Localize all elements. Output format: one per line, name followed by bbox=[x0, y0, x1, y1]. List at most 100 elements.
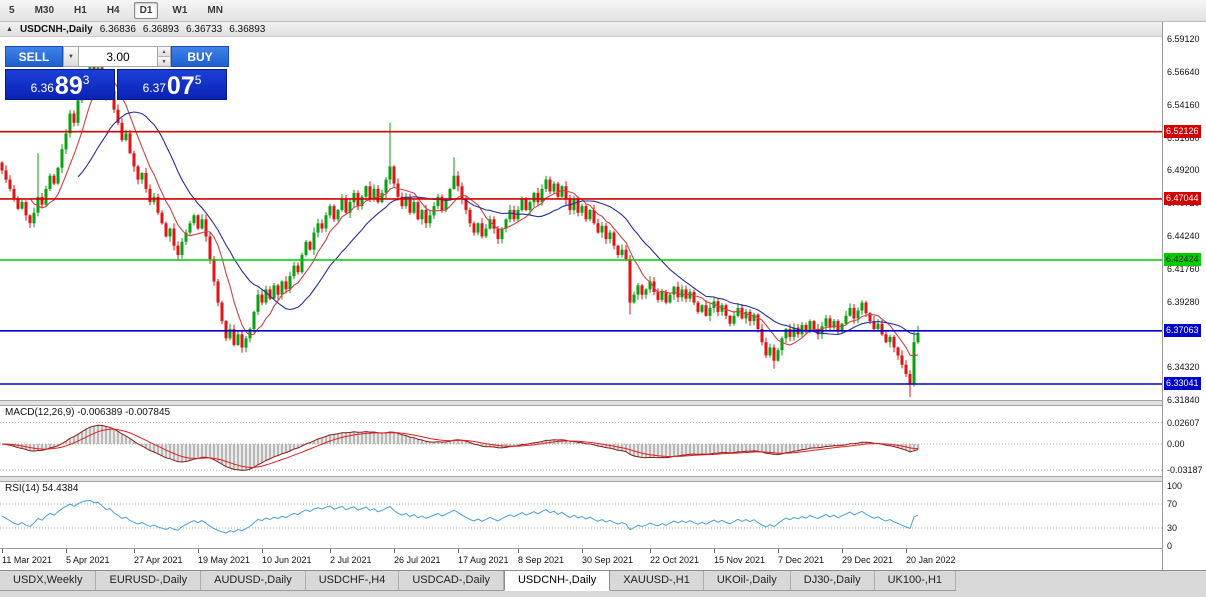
timeframe-button-m30[interactable]: M30 bbox=[34, 5, 55, 16]
ohlc-low: 6.36733 bbox=[186, 23, 223, 35]
chart-title-bar[interactable]: ▲ USDCNH-,Daily 6.36836 6.36893 6.36733 … bbox=[0, 22, 1162, 37]
time-tick bbox=[134, 549, 135, 553]
date-label: 5 Apr 2021 bbox=[66, 555, 110, 565]
symbol-tab[interactable]: USDX,Weekly bbox=[0, 571, 97, 591]
volume-dropdown-button[interactable]: ▼ bbox=[63, 46, 79, 67]
time-tick bbox=[394, 549, 395, 553]
rsi-axis-value: 30 bbox=[1167, 523, 1178, 533]
macd-pane-splitter[interactable] bbox=[0, 400, 1206, 406]
one-click-trading-panel: SELL ▼ 3.00 ▲ ▼ BUY 6.36 89 3 6.37 07 5 bbox=[5, 46, 229, 100]
timeframe-button-d1[interactable]: D1 bbox=[133, 2, 159, 19]
date-label: 17 Aug 2021 bbox=[458, 555, 509, 565]
volume-input[interactable]: 3.00 bbox=[79, 46, 158, 67]
time-tick bbox=[714, 549, 715, 553]
sell-price-display[interactable]: 6.36 89 3 bbox=[5, 69, 115, 100]
symbol-tab[interactable]: USDCNH-,Daily bbox=[503, 571, 611, 591]
sell-button[interactable]: SELL bbox=[5, 46, 63, 67]
rsi-axis-value: 100 bbox=[1167, 481, 1183, 491]
symbol-tab[interactable]: UKOil-,Daily bbox=[703, 571, 791, 591]
price-tick: 6.34320 bbox=[1167, 362, 1200, 373]
ohlc-high: 6.36893 bbox=[142, 23, 180, 35]
buy-button[interactable]: BUY bbox=[171, 46, 229, 67]
time-tick bbox=[458, 549, 459, 553]
date-label: 11 Mar 2021 bbox=[2, 555, 52, 565]
price-line-badge: 6.33041 bbox=[1164, 376, 1201, 390]
price-line-badge: 6.37063 bbox=[1164, 323, 1201, 337]
volume-increase-button[interactable]: ▲ bbox=[158, 47, 170, 57]
ohlc-open: 6.36836 bbox=[99, 23, 136, 35]
timeframe-button-w1[interactable]: W1 bbox=[172, 5, 188, 16]
chart-symbol-title: USDCNH-,Daily bbox=[19, 23, 93, 35]
date-label: 20 Jan 2022 bbox=[906, 555, 956, 565]
macd-axis-value: 0.02607 bbox=[1167, 417, 1200, 428]
time-axis[interactable]: 11 Mar 2021 5 Apr 2021 27 Apr 2021 19 May 2… bbox=[0, 548, 1162, 569]
timeframe-button-h4[interactable]: H4 bbox=[106, 5, 120, 16]
time-tick bbox=[198, 549, 199, 553]
symbol-tab[interactable]: EURUSD-,Daily bbox=[96, 571, 202, 591]
timeframe-toolbar: 5 M30 H1 H4 D1 W1 MN bbox=[0, 0, 1206, 22]
time-tick bbox=[842, 549, 843, 553]
macd-axis-value: 0.00 bbox=[1167, 439, 1185, 449]
price-tick: 6.39280 bbox=[1167, 296, 1200, 307]
price-tick: 6.31840 bbox=[1167, 394, 1200, 405]
time-tick bbox=[330, 549, 331, 553]
volume-decrease-button[interactable]: ▼ bbox=[158, 57, 170, 66]
symbol-tab[interactable]: USDCAD-,Daily bbox=[399, 571, 504, 591]
date-label: 29 Dec 2021 bbox=[842, 555, 894, 565]
ohlc-close: 6.36893 bbox=[229, 23, 266, 35]
rsi-axis-value: 0 bbox=[1167, 541, 1173, 551]
timeframe-button-mn[interactable]: MN bbox=[207, 5, 223, 16]
symbol-tab[interactable]: USDCHF-,H4 bbox=[305, 571, 400, 591]
price-tick: 6.56640 bbox=[1167, 67, 1200, 78]
macd-axis-value: -0.03187 bbox=[1167, 465, 1203, 476]
volume-stepper: ▲ ▼ bbox=[158, 46, 171, 67]
date-label: 7 Dec 2021 bbox=[778, 555, 825, 565]
time-tick bbox=[66, 549, 67, 553]
date-label: 10 Jun 2021 bbox=[262, 555, 312, 565]
time-tick bbox=[778, 549, 779, 553]
time-tick bbox=[518, 549, 519, 553]
buy-price-display[interactable]: 6.37 07 5 bbox=[117, 69, 227, 100]
date-label: 15 Nov 2021 bbox=[714, 555, 766, 565]
price-tick: 6.54160 bbox=[1167, 99, 1200, 110]
price-line-badge: 6.42424 bbox=[1164, 252, 1201, 266]
time-tick bbox=[582, 549, 583, 553]
price-tick: 6.41760 bbox=[1167, 263, 1200, 274]
time-tick bbox=[2, 549, 3, 553]
symbol-tab[interactable]: DJ30-,Daily bbox=[790, 571, 875, 591]
price-tick: 6.49200 bbox=[1167, 165, 1200, 176]
buy-price-big: 07 bbox=[166, 72, 195, 100]
timeframe-button-h1[interactable]: H1 bbox=[74, 5, 87, 16]
time-tick bbox=[906, 549, 907, 553]
sell-price-sup: 3 bbox=[82, 73, 90, 87]
date-label: 8 Sep 2021 bbox=[518, 555, 565, 565]
time-tick bbox=[650, 549, 651, 553]
date-label: 2 Jul 2021 bbox=[330, 555, 372, 565]
symbol-tab[interactable]: UK100-,H1 bbox=[874, 571, 957, 591]
chart-tabs: USDX,Weekly EURUSD-,Daily AUDUSD-,Daily USD… bbox=[0, 570, 1206, 597]
sell-price-big: 89 bbox=[54, 72, 83, 100]
date-label: 30 Sep 2021 bbox=[582, 555, 634, 565]
chevron-down-icon: ▼ bbox=[68, 53, 74, 60]
date-label: 19 May 2021 bbox=[198, 555, 251, 565]
rsi-label: RSI(14) 54.4384 bbox=[5, 483, 79, 494]
symbol-tab[interactable]: XAUUSD-,H1 bbox=[610, 571, 704, 591]
price-line-badge: 6.47044 bbox=[1164, 191, 1201, 205]
symbol-tab[interactable]: AUDUSD-,Daily bbox=[201, 571, 306, 591]
date-label: 26 Jul 2021 bbox=[394, 555, 441, 565]
price-line-badge: 6.52126 bbox=[1164, 124, 1201, 138]
collapse-icon: ▲ bbox=[6, 25, 13, 33]
rsi-pane-splitter[interactable] bbox=[0, 476, 1206, 482]
buy-price-small: 6.37 bbox=[142, 81, 166, 95]
timeframe-button-5[interactable]: 5 bbox=[9, 5, 15, 16]
time-tick bbox=[262, 549, 263, 553]
price-axis[interactable]: 6.591206.566406.541606.516806.492006.467… bbox=[1162, 22, 1206, 570]
sell-price-small: 6.36 bbox=[30, 81, 54, 95]
buy-price-sup: 5 bbox=[194, 73, 202, 87]
macd-label: MACD(12,26,9) -0.006389 -0.007845 bbox=[5, 407, 171, 418]
date-label: 22 Oct 2021 bbox=[650, 555, 700, 565]
rsi-axis-value: 70 bbox=[1167, 499, 1178, 509]
price-tick: 6.59120 bbox=[1167, 34, 1200, 45]
